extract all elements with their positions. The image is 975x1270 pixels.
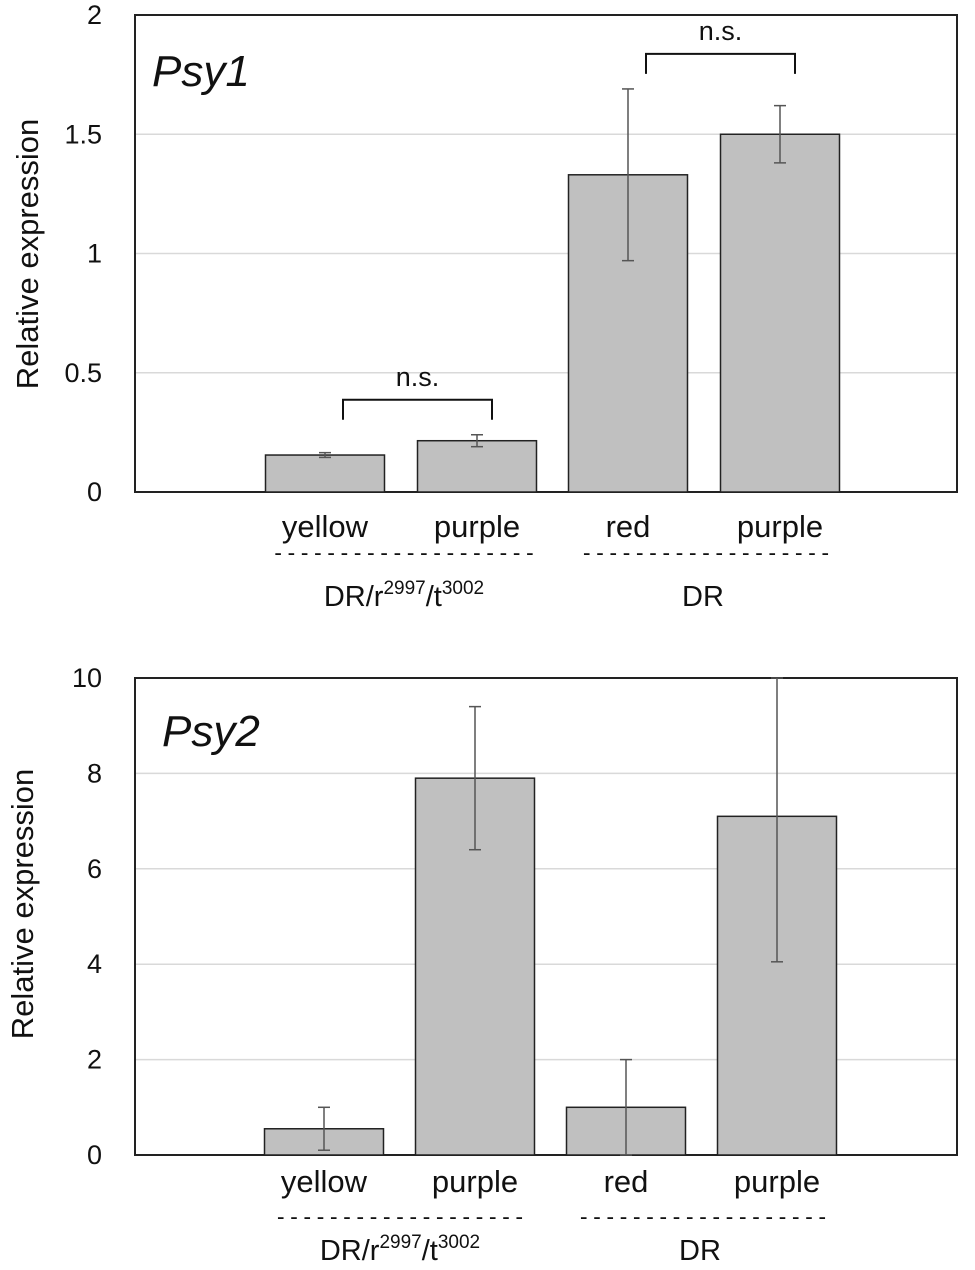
psy1-error-bar	[319, 451, 331, 459]
psy1-y-tick-label: 0	[87, 477, 102, 507]
psy1-group-label-2: DR	[682, 581, 724, 613]
psy1-error-bar	[622, 88, 634, 262]
psy2-group-label-2: DR	[679, 1235, 721, 1267]
psy2-y-tick-label: 2	[87, 1045, 102, 1075]
psy2-group-separator-2: -------------------	[577, 1205, 829, 1230]
psy1-plot-frame	[134, 14, 958, 493]
psy1-significance-label: n.s.	[396, 362, 440, 392]
psy1-y-tick-label: 0.5	[64, 358, 102, 388]
psy1-y-tick-label: 1.5	[64, 119, 102, 149]
psy2-category-label: red	[604, 1164, 649, 1199]
psy1-category-label: yellow	[282, 509, 369, 544]
psy1-category-label: purple	[434, 509, 520, 544]
psy1-significance-bracket: n.s.	[645, 16, 796, 74]
psy2-plot-frame	[134, 677, 958, 1156]
psy1-significance-label: n.s.	[699, 16, 743, 46]
psy1-y-tick-label: 1	[87, 239, 102, 269]
psy2-category-label: yellow	[281, 1164, 368, 1199]
psy2-chart-title: Psy2	[162, 707, 260, 756]
psy2-y-axis-label: Relative expression	[5, 769, 40, 1040]
psy1-group-separator-2: -------------------	[580, 541, 832, 566]
psy1-bar-purple	[719, 133, 841, 493]
psy1-group-label-1: DR/r2997/t3002	[324, 578, 484, 613]
psy1-significance-bracket: n.s.	[342, 362, 493, 420]
psy2-error-bar	[620, 1058, 632, 1156]
psy1-y-axis-label: Relative expression	[10, 119, 45, 390]
psy1-y-tick-label: 2	[87, 0, 102, 30]
psy2-y-tick-label: 6	[87, 854, 102, 884]
psy1-chart-title: Psy1	[152, 47, 250, 96]
psy1-category-label: purple	[737, 509, 823, 544]
psy2-group-separator-1: -------------------	[274, 1205, 526, 1230]
psy2-error-bar	[771, 677, 783, 963]
psy1-error-bar	[774, 104, 786, 164]
psy1-group-separator-1: --------------------	[272, 541, 537, 566]
psy2-error-bar	[318, 1106, 330, 1151]
psy2-chart-panel: 0 2 4 6 8 10 Psy2 Relative expression yellow p…	[5, 663, 958, 1267]
psy2-y-tick-label: 0	[87, 1140, 102, 1170]
psy2-error-bar	[469, 705, 481, 851]
psy1-category-label: red	[606, 509, 651, 544]
psy1-bar-yellow	[264, 454, 386, 493]
psy1-error-bar	[471, 434, 483, 448]
psy1-chart-panel: 0 0.5 1 1.5 2 Psy1 Relative expression yello…	[10, 0, 958, 613]
psy1-bar-purple	[416, 439, 538, 493]
psy2-y-tick-label: 8	[87, 758, 102, 788]
psy2-y-tick-label: 4	[87, 949, 102, 979]
psy2-group-label-1: DR/r2997/t3002	[320, 1232, 480, 1267]
psy2-category-label: purple	[734, 1164, 820, 1199]
psy2-category-label: purple	[432, 1164, 518, 1199]
psy2-y-tick-label: 10	[72, 663, 102, 693]
